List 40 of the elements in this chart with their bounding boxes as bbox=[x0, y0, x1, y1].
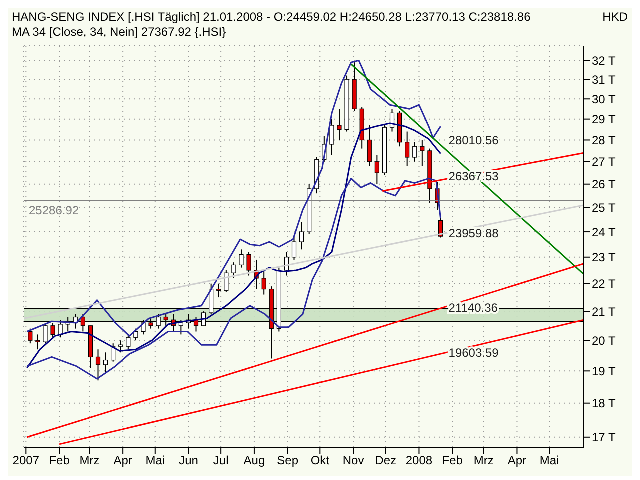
y-tick-label: 30 T bbox=[592, 92, 616, 106]
y-tick-label: 17 T bbox=[592, 430, 616, 445]
y-tick-label: 26 T bbox=[592, 178, 616, 192]
y-tick-label: 29 T bbox=[592, 112, 616, 127]
chart-title: HANG-SENG INDEX [.HSI Täglich] 21.01.2008 - O:24459.02 H:24650.28 L:23770.13 C:23818.86 bbox=[12, 10, 531, 24]
y-tick-label: 32 T bbox=[592, 54, 616, 68]
y-tick-label: 28 T bbox=[592, 133, 616, 148]
y-tick-label: 24 T bbox=[592, 225, 616, 240]
x-tick-label: Dez bbox=[375, 454, 397, 468]
x-tick-label: Apr bbox=[114, 454, 132, 468]
x-tick-label: Mai bbox=[540, 454, 560, 468]
annotation: 28010.56 bbox=[448, 133, 500, 148]
x-tick-label: 2007 bbox=[12, 454, 40, 468]
x-tick-label: Feb bbox=[49, 454, 70, 468]
y-tick-label: 23 T bbox=[592, 250, 616, 265]
x-tick-label: Jun bbox=[179, 454, 198, 468]
y-axis-title: HKD bbox=[602, 10, 628, 24]
x-tick-label: Aug bbox=[244, 454, 266, 468]
chart-subtitle: MA 34 [Close, 34, Nein] 27367.92 {.HSI} bbox=[11, 24, 228, 40]
x-tick-label: Sep bbox=[277, 454, 299, 468]
x-tick-label: Okt bbox=[310, 454, 330, 468]
x-tick-label: Nov bbox=[342, 454, 364, 468]
x-tick-label: 2008 bbox=[406, 454, 433, 468]
x-tick-label: Apr bbox=[508, 454, 527, 468]
x-tick-label: Mrz bbox=[474, 454, 494, 468]
y-tick-label: 22 T bbox=[592, 277, 616, 292]
x-tick-label: Jul bbox=[213, 454, 229, 468]
y-tick-label: 27 T bbox=[592, 155, 616, 170]
annotation: 23959.88 bbox=[448, 226, 500, 240]
ref-line-label: 25286.92 bbox=[29, 203, 80, 218]
x-tick-label: Feb bbox=[442, 454, 464, 468]
y-tick-label: 21 T bbox=[592, 304, 616, 319]
y-tick-label: 25 T bbox=[592, 200, 616, 215]
x-tick-label: Mai bbox=[146, 454, 166, 468]
y-tick-label: 31 T bbox=[592, 72, 616, 87]
annotation: 19603.59 bbox=[448, 346, 500, 360]
y-tick-label: 20 T bbox=[592, 334, 616, 348]
y-tick-label: 18 T bbox=[592, 396, 616, 411]
x-tick-label: Mrz bbox=[80, 454, 100, 468]
y-tick-label: 19 T bbox=[592, 364, 616, 378]
